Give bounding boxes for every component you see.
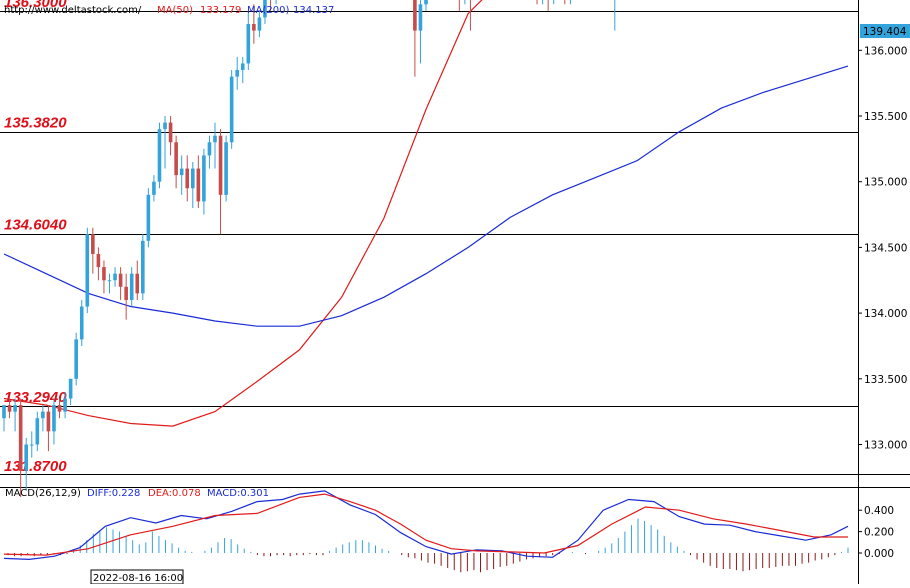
candle-body-up xyxy=(24,444,29,471)
candle-body-down xyxy=(124,286,128,300)
candle-body-up xyxy=(68,378,73,399)
candle-body-up xyxy=(235,70,240,77)
level-label: 135.3820 xyxy=(4,115,67,132)
price-axis: 133.000 133.500 134.000 134.500 135.000 135.5… xyxy=(858,45,907,452)
macd-dea-label: DEA:0.078 xyxy=(148,488,201,499)
candle-body-up xyxy=(224,142,228,195)
candle-body-up xyxy=(229,76,234,143)
moving-average-lines xyxy=(3,0,849,427)
ma200-value: 134.137 xyxy=(293,5,334,16)
candle-body-up xyxy=(213,135,217,143)
candle-body-down xyxy=(118,273,123,287)
candle-body-up xyxy=(113,273,117,281)
macd-tick-label: 0.000 xyxy=(864,548,894,560)
candle-body-up xyxy=(179,168,184,176)
candle-body-up xyxy=(190,168,195,189)
candlestick-series xyxy=(2,0,616,498)
candle-body-down xyxy=(252,24,256,31)
candle-body-up xyxy=(424,0,428,5)
price-tick-label: 136.000 xyxy=(864,45,907,57)
macd-tick-label: 0.200 xyxy=(864,527,894,539)
candle-body-down xyxy=(196,168,201,202)
price-tick-label: 135.000 xyxy=(864,177,907,189)
candle-body-down xyxy=(135,273,140,294)
site-url[interactable]: http://www.deltastock.com/ xyxy=(4,5,142,16)
candle-body-up xyxy=(207,142,212,156)
time-label: 2022-08-16 16:00 xyxy=(93,573,183,584)
macd-diff-label: DIFF:0.228 xyxy=(87,488,140,499)
candle-body-up xyxy=(13,405,17,412)
candle-body-down xyxy=(91,234,95,254)
macd-tick-label: 0.400 xyxy=(864,505,894,517)
candle-body-up xyxy=(418,4,423,31)
ma200-line xyxy=(3,65,849,327)
price-tick-label: 134.000 xyxy=(864,308,907,320)
candle-body-up xyxy=(152,181,156,195)
level-label: 136.3000 xyxy=(4,0,67,11)
ma50-value: 133.179 xyxy=(200,5,241,16)
level-label: 131.8700 xyxy=(4,458,67,475)
candle-body-up xyxy=(263,0,267,18)
candle-body-up xyxy=(129,273,134,300)
candle-body-down xyxy=(413,0,417,31)
candle-body-down xyxy=(185,168,190,189)
ma200-label: MA(200) xyxy=(247,5,289,16)
current-price-label: 139.404 xyxy=(863,26,907,38)
candle-body-up xyxy=(146,194,151,241)
candle-body-up xyxy=(257,17,262,31)
dea-line xyxy=(3,493,848,556)
candle-body-up xyxy=(202,155,206,202)
candle-body-up xyxy=(107,280,112,282)
candle-body-up xyxy=(41,411,45,419)
macd-panel: 0.400 0.200 0.000 xyxy=(3,490,894,573)
candle-body-up xyxy=(29,444,34,446)
diff-line xyxy=(3,490,849,561)
price-tick-label: 134.500 xyxy=(864,242,907,254)
candle-body-down xyxy=(46,411,51,432)
candle-body-up xyxy=(35,418,40,445)
candle-body-up xyxy=(157,129,162,182)
candle-body-up xyxy=(141,240,145,294)
candle-body-up xyxy=(2,405,6,419)
candle-body-up xyxy=(246,24,251,64)
candle-body-down xyxy=(96,253,101,268)
candle-body-up xyxy=(79,306,84,340)
level-label: 134.6040 xyxy=(4,217,67,234)
candle-body-down xyxy=(7,405,12,412)
macd-value-label: MACD:0.301 xyxy=(207,488,269,499)
candle-body-up xyxy=(240,63,245,71)
candle-body-up xyxy=(63,398,67,412)
candle-body-up xyxy=(74,339,78,379)
price-tick-label: 135.500 xyxy=(864,111,907,123)
candle-body-down xyxy=(168,122,173,143)
candle-body-down xyxy=(57,405,62,412)
candle-body-down xyxy=(18,405,23,471)
macd-title: MACD(26,12,9) xyxy=(5,488,81,499)
price-tick-label: 133.000 xyxy=(864,440,907,452)
candle-body-up xyxy=(163,122,167,130)
candle-body-down xyxy=(174,142,178,176)
level-label: 133.2940 xyxy=(4,389,67,406)
candle-body-up xyxy=(52,405,56,432)
ma50-label: MA(50) xyxy=(157,5,193,16)
candle-body-down xyxy=(218,135,223,195)
candle-body-up xyxy=(85,234,90,307)
candle-body-down xyxy=(102,267,106,281)
ma50-line xyxy=(3,0,483,427)
price-tick-label: 133.500 xyxy=(864,374,907,386)
current-price-box xyxy=(860,24,910,38)
